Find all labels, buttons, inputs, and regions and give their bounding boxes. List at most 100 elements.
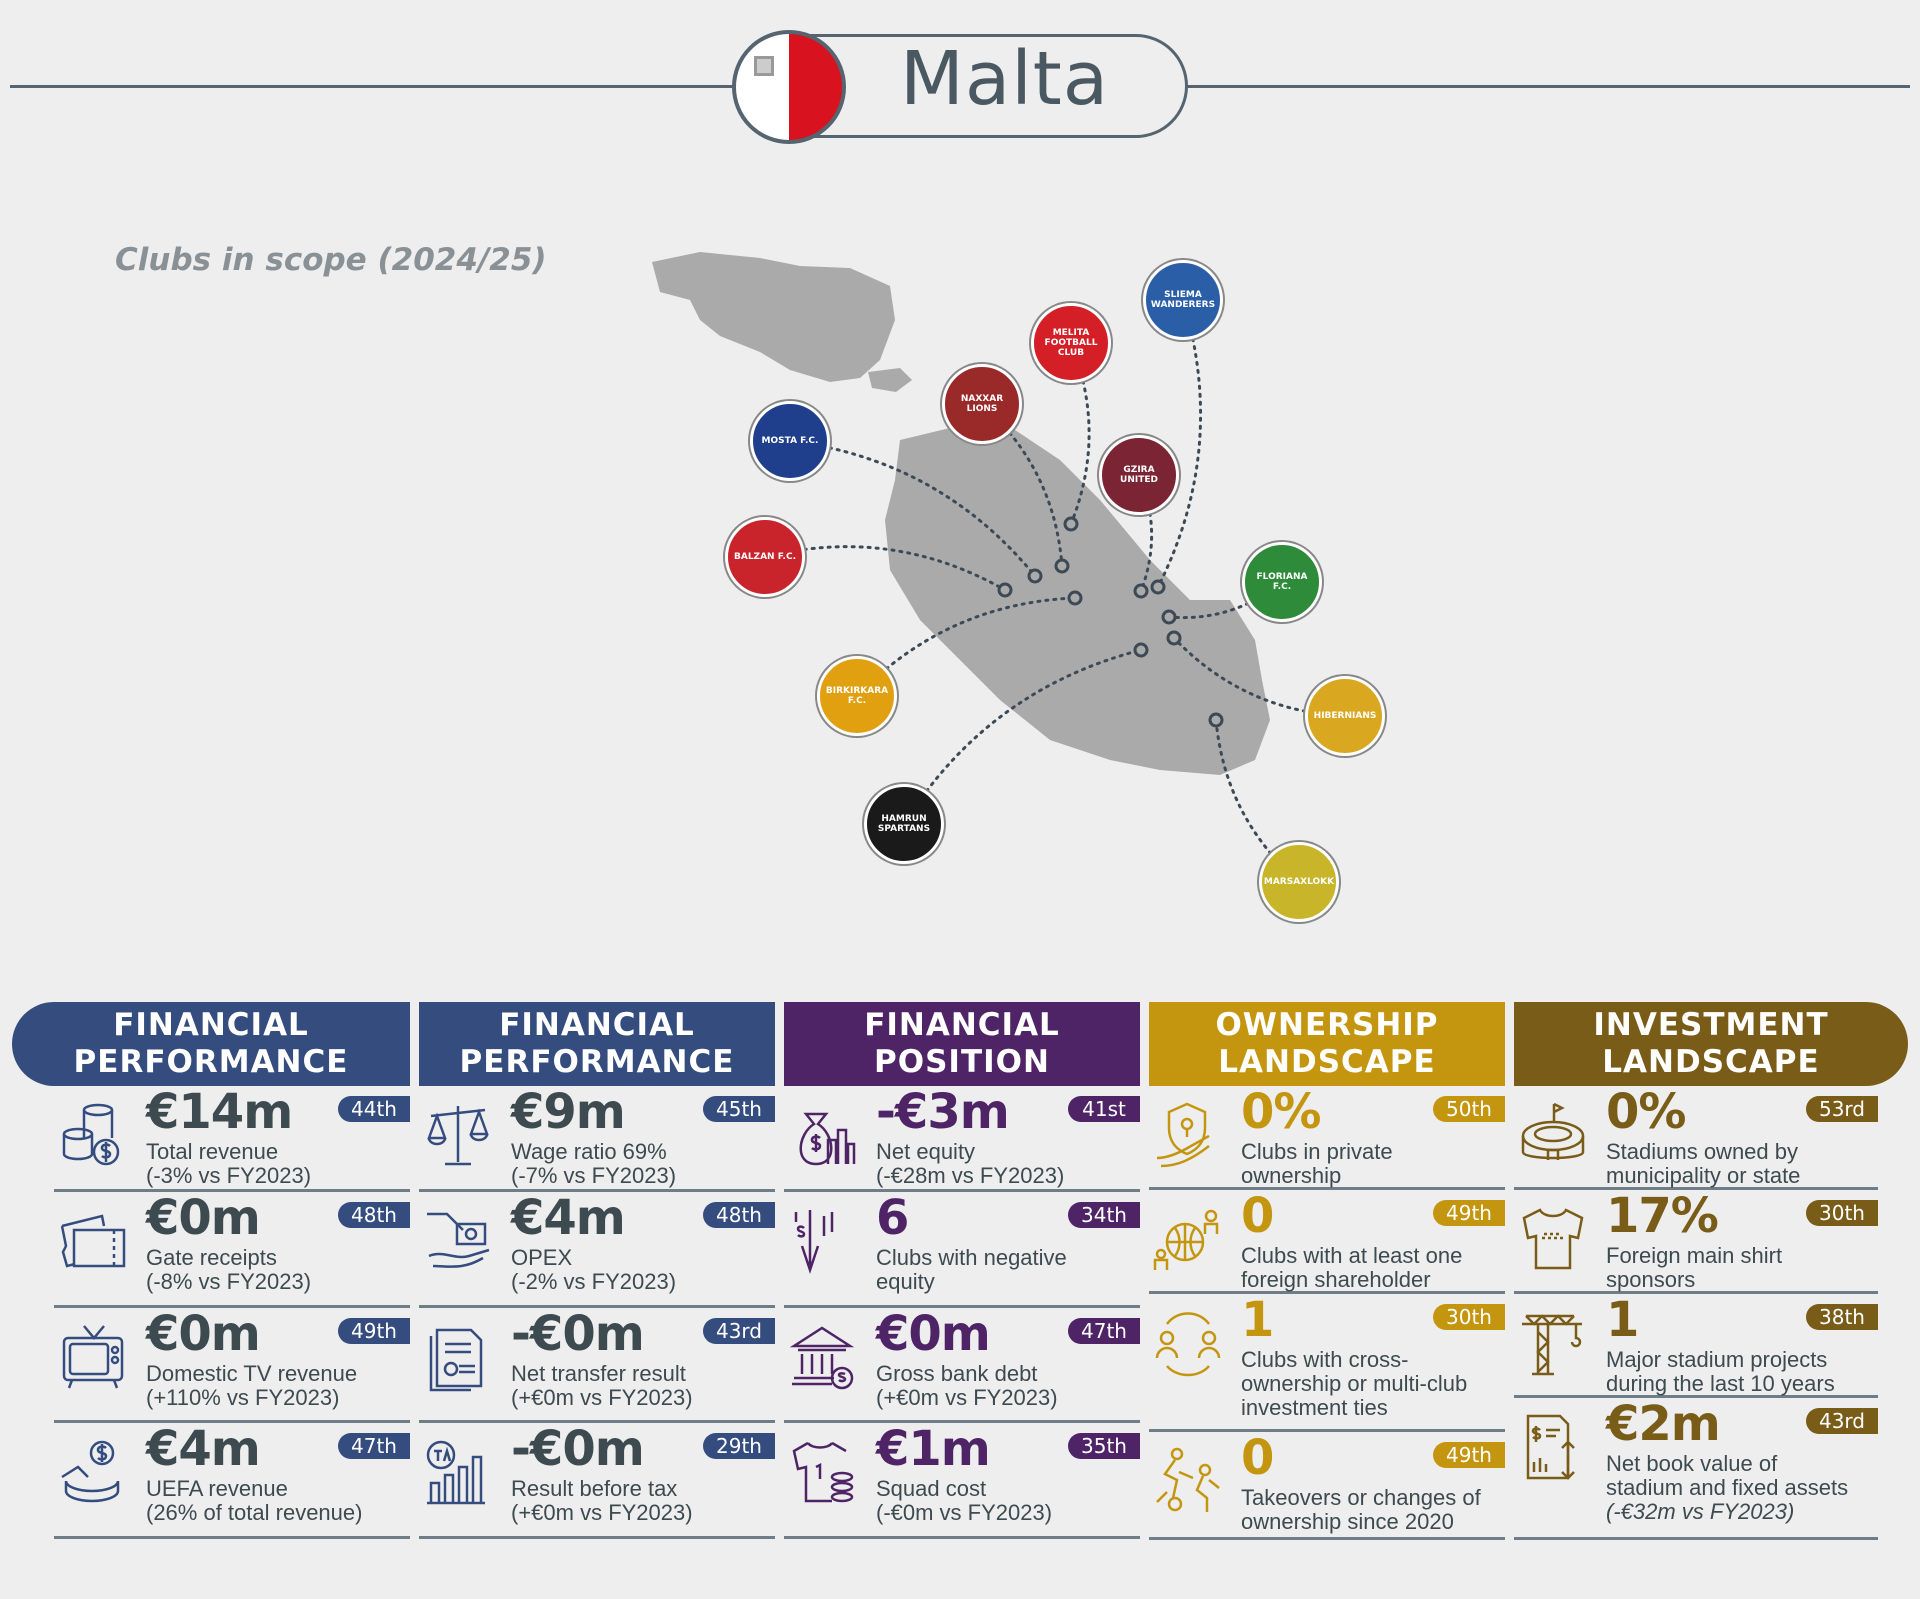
kpi-row: €2m 43rd Net book value of stadium and f… xyxy=(1514,1398,1878,1540)
kpi-label: Stadiums owned by municipality or state xyxy=(1606,1140,1800,1188)
section-header: OWNERSHIP LANDSCAPE xyxy=(1149,1002,1505,1086)
kpi-row: €0m 49th Domestic TV revenue (+110% vs F… xyxy=(54,1308,410,1423)
kpi-value: -€3m xyxy=(876,1084,1010,1140)
crane-icon xyxy=(1522,1314,1582,1376)
rank-badge: 45th xyxy=(703,1096,775,1122)
kpi-label-line1: Wage ratio 69% xyxy=(511,1139,667,1164)
kpi-label-line1: Takeovers or changes of xyxy=(1241,1485,1481,1510)
rank-badge: 34th xyxy=(1068,1202,1140,1228)
kpi-label-line1: Stadiums owned by xyxy=(1606,1139,1798,1164)
kpi-row: €0m 48th Gate receipts (-8% vs FY2023) xyxy=(54,1192,410,1308)
kpi-label: Net equity (-€28m vs FY2023) xyxy=(876,1140,1064,1188)
kpi-value: 1 xyxy=(1606,1292,1639,1348)
players-icon xyxy=(1156,1447,1220,1512)
rank-badge: 47th xyxy=(338,1433,410,1459)
rank-badge: 50th xyxy=(1433,1096,1505,1122)
club-logo: MOSTA F.C. xyxy=(750,401,830,481)
kpi-label-line1: Clubs with at least one xyxy=(1241,1243,1463,1268)
kpi-label: Takeovers or changes of ownership since … xyxy=(1241,1486,1481,1534)
club-link-line xyxy=(1167,580,1284,620)
kpi-row: €4m 48th OPEX (-2% vs FY2023) xyxy=(419,1192,775,1308)
section-header: FINANCIAL PERFORMANCE xyxy=(419,1002,775,1086)
kpi-value: €0m xyxy=(146,1190,261,1246)
shirt-coins-icon xyxy=(792,1441,854,1503)
kpi-label: Clubs with at least one foreign sharehol… xyxy=(1241,1244,1462,1292)
kpi-value: -€0m xyxy=(511,1421,645,1477)
section-title-line2: LANDSCAPE xyxy=(1218,1044,1436,1080)
section-title-line1: OWNERSHIP xyxy=(1215,1007,1439,1043)
scales-icon xyxy=(427,1106,489,1166)
club-logo: MELITA FOOTBALL CLUB xyxy=(1031,303,1111,383)
kpi-label: Major stadium projects during the last 1… xyxy=(1606,1348,1835,1396)
kpi-label-line1: Net transfer result xyxy=(511,1361,686,1386)
section-ownership-landscape: OWNERSHIP LANDSCAPE 0% 50th Clubs in pri… xyxy=(1149,1002,1505,1540)
club-logo: GZIRA UNITED xyxy=(1099,435,1179,515)
section-header: FINANCIAL PERFORMANCE xyxy=(12,1002,410,1086)
club-logo: SLIEMA WANDERERS xyxy=(1143,260,1223,340)
kpi-label-line2: (-2% vs FY2023) xyxy=(511,1269,677,1294)
gozo-island xyxy=(652,252,895,382)
kpi-label: Total revenue (-3% vs FY2023) xyxy=(146,1140,311,1188)
club-logo: BIRKIRKARA F.C. xyxy=(817,656,897,736)
section-title-line1: FINANCIAL xyxy=(864,1007,1060,1043)
kpi-row: 1 30th Clubs with cross- ownership or mu… xyxy=(1149,1294,1505,1432)
kpi-row: 0 49th Clubs with at least one foreign s… xyxy=(1149,1190,1505,1294)
section-financial-performance: FINANCIAL PERFORMANCE €9m 45th Wage rati… xyxy=(419,1002,775,1539)
rank-badge: 44th xyxy=(338,1096,410,1122)
kpi-label-line1: Squad cost xyxy=(876,1476,987,1501)
kpi-value: €4m xyxy=(146,1421,261,1477)
section-title-line1: FINANCIAL xyxy=(499,1007,695,1043)
club-logo: MARSAXLOKK xyxy=(1259,842,1339,922)
document-icon xyxy=(429,1328,483,1392)
club-location-dot xyxy=(997,582,1013,598)
kpi-label: Gate receipts (-8% vs FY2023) xyxy=(146,1246,311,1294)
page-title: Malta xyxy=(900,36,1110,122)
kpi-row: 1 38th Major stadium projects during the… xyxy=(1514,1294,1878,1398)
section-header: FINANCIAL POSITION xyxy=(784,1002,1140,1086)
club-location-dot xyxy=(1063,516,1079,532)
rank-badge: 38th xyxy=(1806,1304,1878,1330)
shield-hand-icon xyxy=(1156,1102,1210,1168)
kpi-row: 0% 50th Clubs in private ownership xyxy=(1149,1086,1505,1190)
kpi-label: Clubs with cross- ownership or multi-clu… xyxy=(1241,1348,1467,1420)
tickets-icon xyxy=(60,1214,126,1268)
uefa-revenue-icon xyxy=(61,1440,120,1503)
club-link-line xyxy=(788,439,1037,578)
kpi-label-line1: Foreign main shirt xyxy=(1606,1243,1783,1268)
kpi-label: Squad cost (-€0m vs FY2023) xyxy=(876,1477,1052,1525)
rank-badge: 29th xyxy=(703,1433,775,1459)
club-location-dot xyxy=(1150,579,1166,595)
club-link-line xyxy=(1137,473,1154,593)
kpi-row: €4m 47th UEFA revenue (26% of total reve… xyxy=(54,1423,410,1539)
kpi-label-line2: (26% of total revenue) xyxy=(146,1500,363,1525)
kpi-label-line2: (+€0m vs FY2023) xyxy=(511,1500,693,1525)
globe-people-icon xyxy=(1153,1209,1219,1270)
kpi-row: -€3m 41st Net equity (-€28m vs FY2023) xyxy=(784,1086,1140,1192)
kpi-label-line2: (+€0m vs FY2023) xyxy=(876,1385,1058,1410)
section-title-line2: PERFORMANCE xyxy=(73,1044,349,1080)
kpi-row: €0m 47th Gross bank debt (+€0m vs FY2023… xyxy=(784,1308,1140,1423)
rank-badge: 41st xyxy=(1068,1096,1140,1122)
malta-map xyxy=(652,252,1347,884)
kpi-value: €14m xyxy=(146,1084,293,1140)
rank-badge: 43rd xyxy=(703,1318,775,1344)
kpi-value: €4m xyxy=(511,1190,626,1246)
kpi-label: Wage ratio 69% (-7% vs FY2023) xyxy=(511,1140,676,1188)
kpi-label: Domestic TV revenue (+110% vs FY2023) xyxy=(146,1362,357,1410)
club-location-dot xyxy=(1208,712,1224,728)
kpi-label-line2: ownership or multi-club xyxy=(1241,1371,1468,1396)
people-cycle-icon xyxy=(1155,1312,1221,1377)
kpi-value: -€0m xyxy=(511,1306,645,1362)
rank-badge: 30th xyxy=(1433,1304,1505,1330)
malta-flag-icon xyxy=(732,30,846,144)
rank-badge: 48th xyxy=(338,1202,410,1228)
club-logo: FLORIANA F.C. xyxy=(1242,542,1322,622)
kpi-row: €14m 44th Total revenue (-3% vs FY2023) xyxy=(54,1086,410,1192)
rank-badge: 49th xyxy=(1433,1442,1505,1468)
stadium-icon xyxy=(1521,1102,1585,1160)
kpi-label: UEFA revenue (26% of total revenue) xyxy=(146,1477,362,1525)
kpi-value: 1 xyxy=(1241,1292,1274,1348)
kpi-value: €0m xyxy=(146,1306,261,1362)
kpi-value: 6 xyxy=(876,1190,909,1246)
kpi-value: 17% xyxy=(1606,1188,1719,1244)
